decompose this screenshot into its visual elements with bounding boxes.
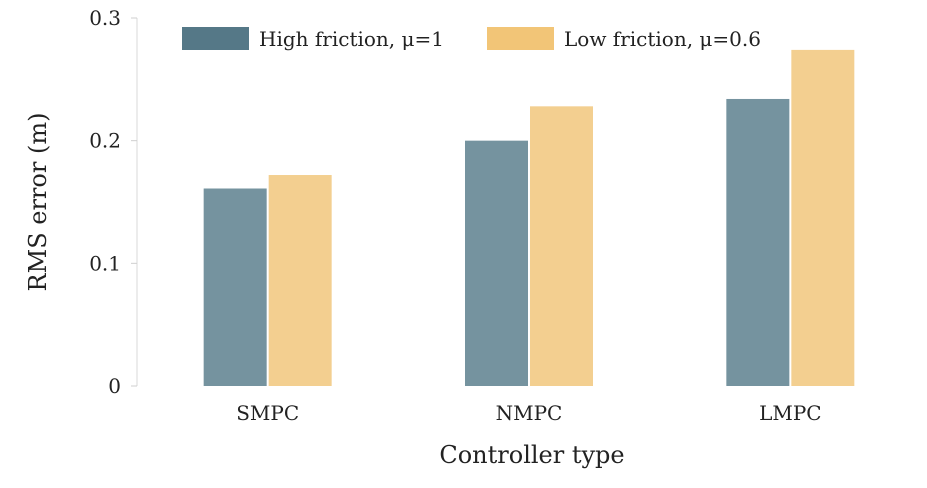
legend-label: Low friction, μ=0.6 [564,27,761,51]
bar-nmpc-series-1 [465,140,528,386]
bar-smpc-series-2 [268,175,332,386]
y-tick-label: 0.2 [89,129,121,153]
bar-lmpc-series-2 [791,49,855,386]
legend-swatch [182,27,249,50]
bar-smpc-series-1 [203,188,267,386]
y-tick-label: 0.3 [89,6,121,30]
legend: High friction, μ=1 Low friction, μ=0.6 [182,27,761,51]
bars [203,49,855,387]
x-axis-title: Controller type [439,441,624,469]
x-tick-label: NMPC [496,401,563,425]
y-tick-label: 0.1 [89,251,121,275]
x-tick-label: LMPC [759,401,822,425]
y-tick-label: 0 [108,374,121,398]
x-tick-label: SMPC [236,401,299,425]
legend-swatch [487,27,554,50]
y-ticks: 0 0.1 0.2 0.3 [89,6,137,398]
bar-nmpc-series-2 [530,106,593,386]
legend-label: High friction, μ=1 [259,27,444,51]
bar-lmpc-series-1 [726,98,790,387]
y-axis-title: RMS error (m) [24,113,52,292]
x-category-labels: SMPC NMPC LMPC [236,401,821,425]
